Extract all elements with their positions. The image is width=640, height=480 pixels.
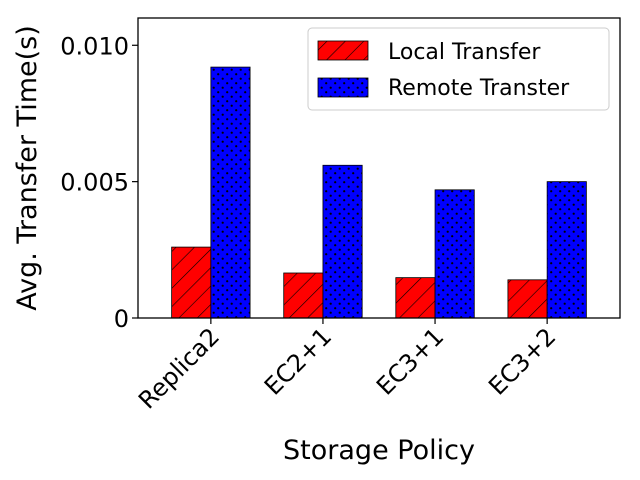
bar-remote-transter-replica2: [210, 66, 251, 319]
y-tick-label: 0.005: [60, 169, 129, 197]
x-axis-title: Storage Policy: [283, 435, 475, 466]
legend-swatch-local-transfer: [317, 40, 369, 61]
x-tick-label: EC3+1: [371, 322, 449, 400]
bar-local-transfer-ec32: [507, 279, 548, 319]
plot-frame: [137, 17, 621, 319]
bar-local-transfer-replica2: [171, 246, 212, 319]
legend-swatch-remote-transter: [317, 77, 369, 98]
y-axis-ticks: 0 0.005 0.010: [60, 32, 138, 333]
legend-label-remote-transter: Remote Transter: [388, 76, 570, 101]
bar-remote-transter-ec32: [546, 181, 587, 319]
x-tick-label: EC3+2: [483, 322, 561, 400]
bar-local-transfer-ec31: [395, 277, 436, 319]
x-axis-ticks: Replica2 EC2+1 EC3+1 EC3+2: [133, 318, 561, 414]
x-tick-label: Replica2: [133, 322, 225, 414]
y-tick-label: 0.010: [60, 32, 129, 60]
bar-remote-transter-ec21: [322, 164, 363, 319]
legend-label-local-transfer: Local Transfer: [388, 40, 541, 65]
bars-group: [171, 66, 587, 319]
y-axis-title: Avg. Transfer Time(s): [12, 25, 43, 311]
legend-frame: [307, 27, 610, 111]
bar-remote-transter-ec31: [434, 189, 475, 319]
legend: Local Transfer Remote Transter: [307, 27, 610, 111]
x-tick-label: EC2+1: [259, 322, 337, 400]
y-tick-label: 0: [114, 305, 129, 333]
bar-local-transfer-ec21: [283, 272, 324, 319]
